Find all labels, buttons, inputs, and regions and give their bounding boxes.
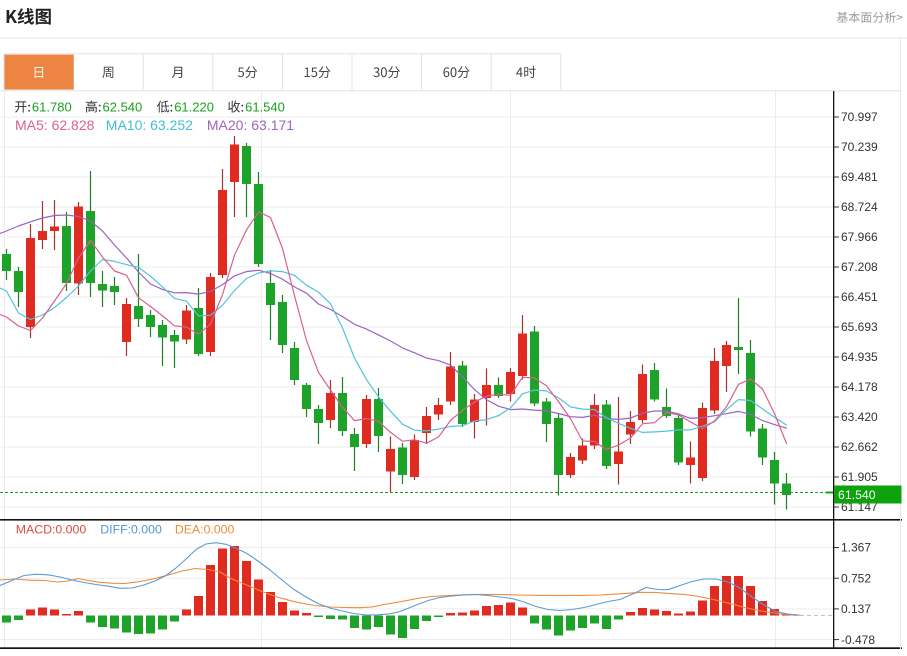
svg-text:MA10: 63.252: MA10: 63.252 bbox=[106, 117, 193, 133]
svg-text:65.693: 65.693 bbox=[841, 320, 878, 334]
svg-text:DEA:0.000: DEA:0.000 bbox=[175, 523, 235, 537]
svg-text:61.220: 61.220 bbox=[174, 100, 214, 115]
svg-text:61.540: 61.540 bbox=[838, 488, 876, 502]
svg-text:63.420: 63.420 bbox=[841, 410, 878, 424]
svg-text:62.540: 62.540 bbox=[103, 100, 143, 115]
svg-text:MACD:0.000: MACD:0.000 bbox=[16, 523, 87, 537]
svg-text:-0.478: -0.478 bbox=[841, 633, 875, 647]
svg-text:61.905: 61.905 bbox=[841, 470, 878, 484]
svg-text:0.137: 0.137 bbox=[841, 602, 871, 616]
svg-text:DIFF:0.000: DIFF:0.000 bbox=[100, 523, 162, 537]
svg-text:61.780: 61.780 bbox=[32, 100, 72, 115]
svg-text:61.147: 61.147 bbox=[841, 500, 878, 514]
svg-text:0.752: 0.752 bbox=[841, 571, 871, 585]
svg-text:67.966: 67.966 bbox=[841, 230, 878, 244]
svg-text:67.208: 67.208 bbox=[841, 260, 878, 274]
svg-text:64.935: 64.935 bbox=[841, 350, 878, 364]
svg-text:62.662: 62.662 bbox=[841, 440, 878, 454]
svg-text:70.239: 70.239 bbox=[841, 140, 878, 154]
svg-text:61.540: 61.540 bbox=[245, 100, 285, 115]
svg-text:1.367: 1.367 bbox=[841, 541, 871, 555]
svg-text:68.724: 68.724 bbox=[841, 200, 878, 214]
svg-text:66.451: 66.451 bbox=[841, 290, 878, 304]
svg-text:MA20: 63.171: MA20: 63.171 bbox=[207, 117, 294, 133]
svg-text:69.481: 69.481 bbox=[841, 170, 878, 184]
svg-text:64.178: 64.178 bbox=[841, 380, 878, 394]
svg-text:70.997: 70.997 bbox=[841, 110, 878, 124]
svg-text:MA5: 62.828: MA5: 62.828 bbox=[15, 117, 95, 133]
